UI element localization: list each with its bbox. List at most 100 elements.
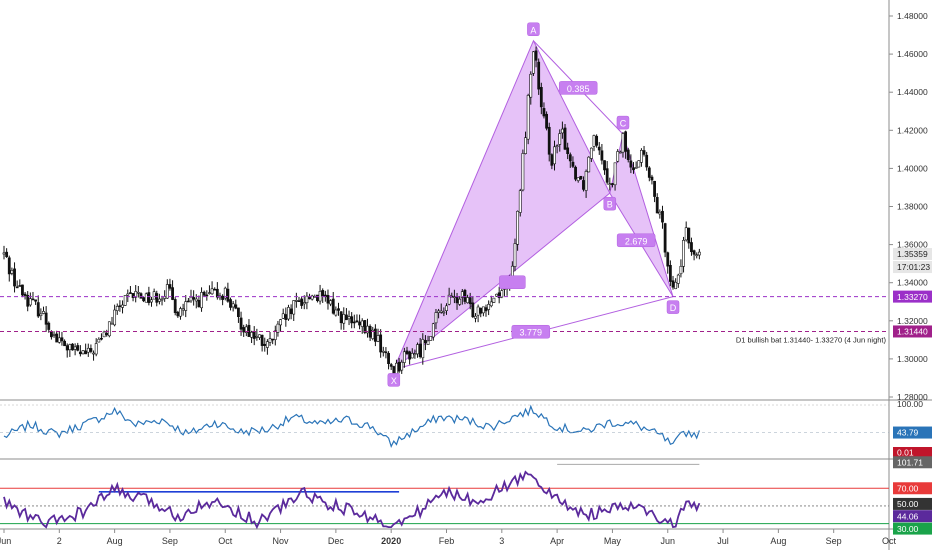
candle (387, 351, 390, 370)
candle (247, 319, 251, 337)
candle (692, 249, 696, 261)
candle (397, 357, 401, 374)
x-tick-label: Jul (717, 536, 729, 546)
candle (155, 290, 159, 307)
x-tick-label: Sep (162, 536, 178, 546)
candle (650, 174, 654, 185)
y-tick-label: 1.42000 (897, 125, 928, 135)
candle (292, 300, 296, 321)
candle (44, 306, 48, 332)
candle (71, 343, 74, 351)
candle (73, 343, 77, 356)
candle (518, 188, 522, 217)
candle (152, 288, 156, 300)
candle (342, 307, 346, 330)
candle (179, 306, 182, 320)
y-tick-label: 1.30000 (897, 354, 928, 364)
candle (600, 144, 604, 165)
candle (15, 280, 19, 289)
candle (205, 290, 209, 301)
candle (297, 296, 301, 303)
pattern-point-b: B (603, 196, 617, 211)
candle (513, 238, 517, 272)
candle (134, 284, 138, 303)
candle (595, 134, 599, 148)
pattern-note: D1 bullish bat 1.31440- 1.33270 (4 Jun n… (736, 335, 887, 344)
candle (186, 297, 190, 303)
candle (265, 339, 269, 355)
candle (100, 333, 103, 341)
svg-text:1.33270: 1.33270 (897, 292, 928, 302)
candle (687, 227, 691, 249)
candle (640, 148, 643, 167)
svg-text:A: A (530, 25, 536, 35)
x-tick-label: Oct (882, 536, 897, 546)
candle (621, 132, 625, 158)
candle (89, 344, 93, 354)
indicator2-top-badge: 101.71 (893, 456, 932, 469)
svg-text:0.385: 0.385 (567, 84, 590, 94)
candle (68, 343, 72, 357)
candle (213, 287, 217, 291)
indicator1-value-badge: 43.79 (893, 426, 932, 439)
candle (655, 193, 659, 214)
candle (371, 326, 375, 341)
candle (626, 147, 630, 163)
pattern-ratio-label-2: 2.679 (616, 233, 656, 248)
candle (358, 314, 361, 330)
candle (139, 292, 143, 299)
candle (608, 177, 612, 191)
candle (144, 292, 148, 303)
candle (558, 129, 562, 152)
candle (113, 304, 117, 327)
candle (637, 160, 641, 168)
y-tick-label: 1.40000 (897, 163, 928, 173)
candle (163, 290, 167, 302)
candle (192, 290, 196, 306)
candle (647, 166, 651, 182)
candle (695, 252, 699, 259)
candle (337, 302, 340, 316)
x-tick-label: Dec (328, 536, 345, 546)
candle (76, 342, 80, 352)
candle (221, 294, 225, 306)
candle (118, 300, 122, 312)
level-lower-badge: 1.31440 (893, 325, 932, 338)
candle (231, 301, 235, 312)
candle (684, 221, 688, 242)
candle (571, 156, 575, 168)
candle (576, 177, 580, 183)
candle (616, 149, 620, 163)
candle (2, 245, 6, 260)
indicator2-upper-badge: 70.00 (893, 482, 932, 495)
candle (129, 286, 132, 294)
candle (271, 338, 275, 345)
y-tick-label: 1.48000 (897, 11, 928, 21)
x-tick-label: Aug (770, 536, 786, 546)
pattern-extra-label (499, 275, 526, 289)
candle (345, 308, 348, 321)
candle (437, 308, 440, 319)
candle (150, 296, 153, 307)
candle (666, 251, 670, 274)
candle (497, 286, 501, 304)
candle (202, 290, 206, 297)
x-tick-label: May (604, 536, 622, 546)
candle (632, 162, 635, 174)
candle (57, 331, 61, 344)
svg-text:C: C (620, 119, 627, 129)
pattern-ratio-label-1: 0.385 (558, 81, 598, 95)
candle (661, 205, 664, 229)
candle (368, 324, 372, 342)
x-tick-label: 2 (57, 536, 62, 546)
candle (524, 131, 527, 155)
candle (81, 350, 85, 355)
candle (434, 308, 438, 330)
candle (26, 291, 30, 312)
pattern-point-x: X (387, 373, 401, 387)
candle (210, 281, 214, 295)
candle (418, 337, 422, 359)
y-tick-label: 1.28000 (897, 392, 928, 402)
candle (36, 295, 40, 318)
candle (18, 279, 22, 287)
